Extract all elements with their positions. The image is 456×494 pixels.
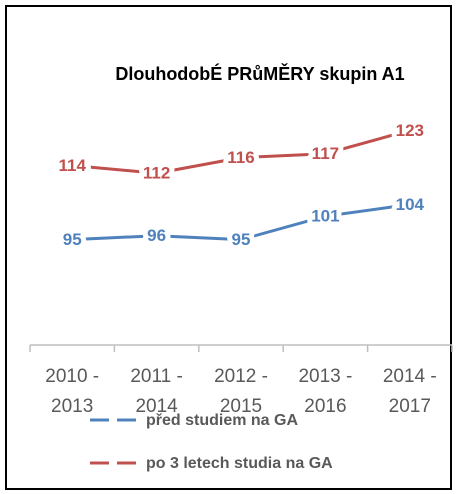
x-tick-label: 2013 - 2016	[298, 366, 353, 417]
data-label: 95	[232, 230, 251, 249]
chart-border	[5, 5, 452, 490]
data-label: 112	[143, 164, 170, 183]
data-label: 116	[227, 148, 254, 167]
data-label: 104	[396, 195, 425, 214]
legend-label: po 3 letech studia na GA	[146, 455, 333, 472]
chart-title: DlouhodobÉ PRůMĚRY skupin A1	[115, 64, 405, 84]
legend-label: před studiem na GA	[146, 412, 298, 429]
series-line	[72, 202, 411, 242]
series-line	[72, 128, 411, 175]
data-label: 114	[58, 156, 86, 175]
data-label: 101	[311, 207, 339, 226]
data-label: 95	[63, 230, 82, 249]
x-tick-label: 2010 - 2013	[45, 366, 100, 417]
x-tick-label: 2012 - 2015	[214, 366, 268, 417]
data-label: 117	[312, 144, 339, 163]
x-tick-label: 2011 - 2014	[130, 366, 183, 417]
data-label: 96	[147, 226, 166, 245]
data-label: 123	[396, 121, 424, 140]
x-tick-label: 2014 - 2017	[382, 366, 437, 417]
